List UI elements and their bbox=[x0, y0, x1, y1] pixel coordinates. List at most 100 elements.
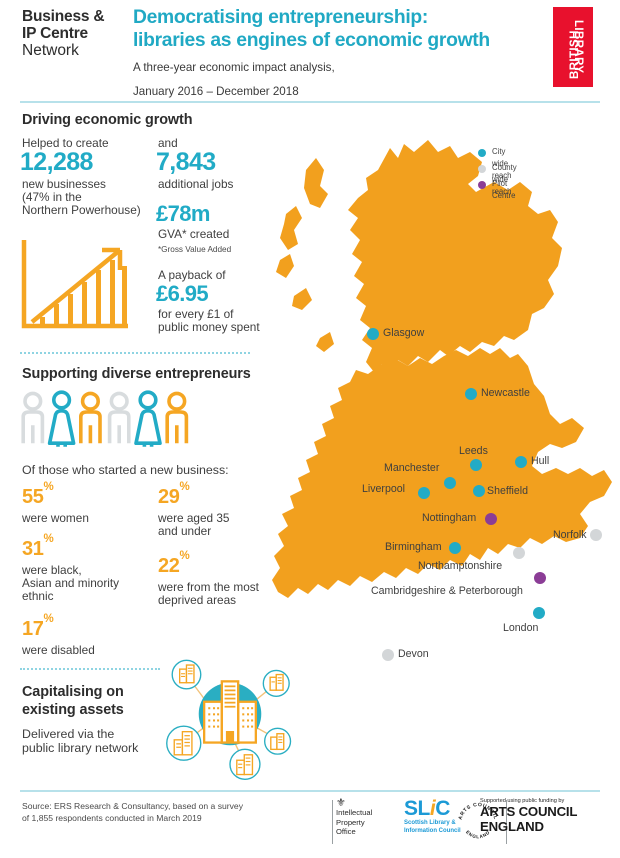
subtitle-line-2: January 2016 – December 2018 bbox=[133, 84, 299, 98]
stat-age-label-2: and under bbox=[158, 524, 212, 538]
map-label-norfolk: Norfolk bbox=[553, 529, 587, 541]
slic-sub-line-2: Information Council bbox=[404, 827, 461, 834]
stat-payback-label-2: public money spent bbox=[158, 320, 260, 334]
bipc-brand-logo: Business & IP Centre Network bbox=[22, 8, 122, 60]
map-label-london: London bbox=[503, 622, 539, 634]
ipo-logo: ⚜ Intellectual Property Office bbox=[336, 798, 400, 837]
subtitle-line-1: A three-year economic impact analysis, bbox=[133, 61, 335, 74]
ace-logo-line-2: ENGLAND bbox=[480, 818, 544, 834]
map-region-england-wales bbox=[272, 348, 612, 598]
stat-women-number: 55 bbox=[22, 486, 44, 508]
source-line-1: Source: ERS Research & Consultancy, base… bbox=[22, 801, 244, 811]
stat-women-percent: 55% bbox=[22, 481, 54, 509]
marker-norfolk bbox=[590, 529, 602, 541]
stat-deprived-label-2: deprived areas bbox=[158, 593, 237, 607]
map-label-cambridgeshire: Cambridgeshire & Peterborough bbox=[371, 585, 523, 597]
crown-icon: ⚜ bbox=[336, 797, 346, 809]
stat-disabled-percent: 17% bbox=[22, 613, 54, 641]
british-library-logo: BRITISH LIBRARY bbox=[553, 7, 593, 87]
map-region-hebrides bbox=[304, 158, 328, 208]
map-label-northamptonshire: Northamptonshire bbox=[418, 560, 503, 572]
divider-diverse-assets bbox=[20, 668, 160, 670]
stat-deprived-number: 22 bbox=[158, 555, 180, 577]
stat-bame-label-1: were black, bbox=[22, 563, 82, 577]
stat-deprived-label-1: were from the most bbox=[158, 580, 259, 594]
header: Business & IP Centre Network Democratisi… bbox=[0, 0, 620, 100]
growth-bar-chart-icon bbox=[21, 240, 128, 329]
stat-age-percent-sign: % bbox=[179, 480, 190, 493]
slic-wordmark: SLiC bbox=[404, 798, 461, 820]
label-and: and bbox=[158, 136, 178, 150]
page-title-line-1: Democratising entrepreneurship: bbox=[133, 7, 428, 28]
title-block: Democratising entrepreneurship: librarie… bbox=[133, 6, 533, 99]
legend-dot-city-icon bbox=[478, 149, 486, 157]
map-label-sheffield: Sheffield bbox=[487, 485, 529, 497]
ace-tagline: Supported using public funding by bbox=[480, 798, 565, 804]
map-label-leeds: Leeds bbox=[459, 445, 488, 457]
marker-cambridgeshire bbox=[534, 572, 546, 584]
map-region-mull bbox=[292, 288, 312, 310]
assets-body-line-1: Delivered via the bbox=[22, 727, 115, 741]
ipo-logo-rule bbox=[332, 800, 333, 844]
marker-hull bbox=[515, 456, 527, 468]
stat-jobs-label: additional jobs bbox=[158, 177, 234, 191]
stat-disabled-percent-sign: % bbox=[43, 612, 54, 625]
ace-logo-rule bbox=[506, 800, 507, 844]
marker-glasgow bbox=[367, 328, 379, 340]
map-label-manchester: Manchester bbox=[384, 462, 440, 474]
map-label-hull: Hull bbox=[531, 455, 550, 467]
legend-label-pilot: Pilot Centre bbox=[492, 179, 516, 200]
ipo-logo-line-1: Intellectual bbox=[336, 808, 373, 817]
ipo-logo-line-2: Property bbox=[336, 817, 365, 827]
map-region-skye bbox=[280, 206, 302, 250]
arts-council-logo: Supported using public funding by ARTS C… bbox=[480, 798, 577, 834]
stat-disabled-label: were disabled bbox=[22, 643, 95, 657]
map-region-islay bbox=[276, 254, 294, 278]
diverse-intro-text: Of those who started a new business: bbox=[22, 463, 229, 477]
divider-growth-diverse bbox=[20, 352, 250, 354]
stat-deprived-percent-sign: % bbox=[179, 549, 190, 562]
marker-liverpool bbox=[418, 487, 430, 499]
section-heading-assets-line-1: Capitalising on bbox=[22, 684, 124, 700]
label-payback: A payback of bbox=[158, 268, 226, 282]
stat-age-number: 29 bbox=[158, 486, 180, 508]
label-helped-to-create: Helped to create bbox=[22, 136, 109, 150]
stat-payback-value: £6.95 bbox=[156, 281, 209, 306]
stat-bame-percent: 31% bbox=[22, 533, 54, 561]
slic-c-text: C bbox=[435, 797, 450, 820]
slic-logo: SLiC Scottish Library & Information Coun… bbox=[404, 798, 461, 835]
stat-gva-value: £78m bbox=[156, 201, 210, 226]
stat-bame-label-3: ethnic bbox=[22, 589, 54, 603]
map-region-scotland bbox=[348, 140, 562, 372]
ipo-logo-line-3: Office bbox=[336, 827, 356, 837]
stat-disabled-number: 17 bbox=[22, 618, 44, 640]
map-label-nottingham: Nottingham bbox=[422, 512, 477, 524]
brand-line-3: Network bbox=[22, 42, 79, 59]
marker-nottingham bbox=[485, 513, 497, 525]
stat-payback-label-1: for every £1 of bbox=[158, 307, 234, 321]
uk-map-shape bbox=[272, 140, 612, 661]
marker-manchester bbox=[444, 477, 456, 489]
stat-new-businesses-label-2: (47% in the bbox=[22, 190, 82, 204]
marker-leeds bbox=[470, 459, 482, 471]
stat-women-label: were women bbox=[22, 511, 89, 525]
page-title-line-2: libraries as engines of economic growth bbox=[133, 30, 490, 51]
map-label-liverpool: Liverpool bbox=[362, 483, 405, 495]
map-label-newcastle: Newcastle bbox=[481, 387, 530, 399]
marker-birmingham bbox=[449, 542, 461, 554]
section-heading-diverse: Supporting diverse entrepreneurs bbox=[22, 366, 251, 382]
slic-i-text: i bbox=[429, 797, 436, 820]
marker-london bbox=[533, 607, 545, 619]
legend-label-city: City wide reach bbox=[492, 147, 512, 180]
stat-age-percent: 29% bbox=[158, 481, 190, 509]
bl-logo-library-text: LIBRARY bbox=[572, 20, 584, 74]
ace-logo-line-1: ARTS COUNCIL bbox=[480, 804, 578, 819]
marker-sheffield bbox=[473, 485, 485, 497]
stat-bame-number: 31 bbox=[22, 538, 44, 560]
stat-bame-percent-sign: % bbox=[43, 532, 54, 545]
footer-divider bbox=[20, 790, 600, 792]
legend-dot-pilot-icon bbox=[478, 181, 486, 189]
slic-sub-line-1: Scottish Library & bbox=[404, 820, 456, 826]
marker-northamptonshire bbox=[513, 547, 525, 559]
